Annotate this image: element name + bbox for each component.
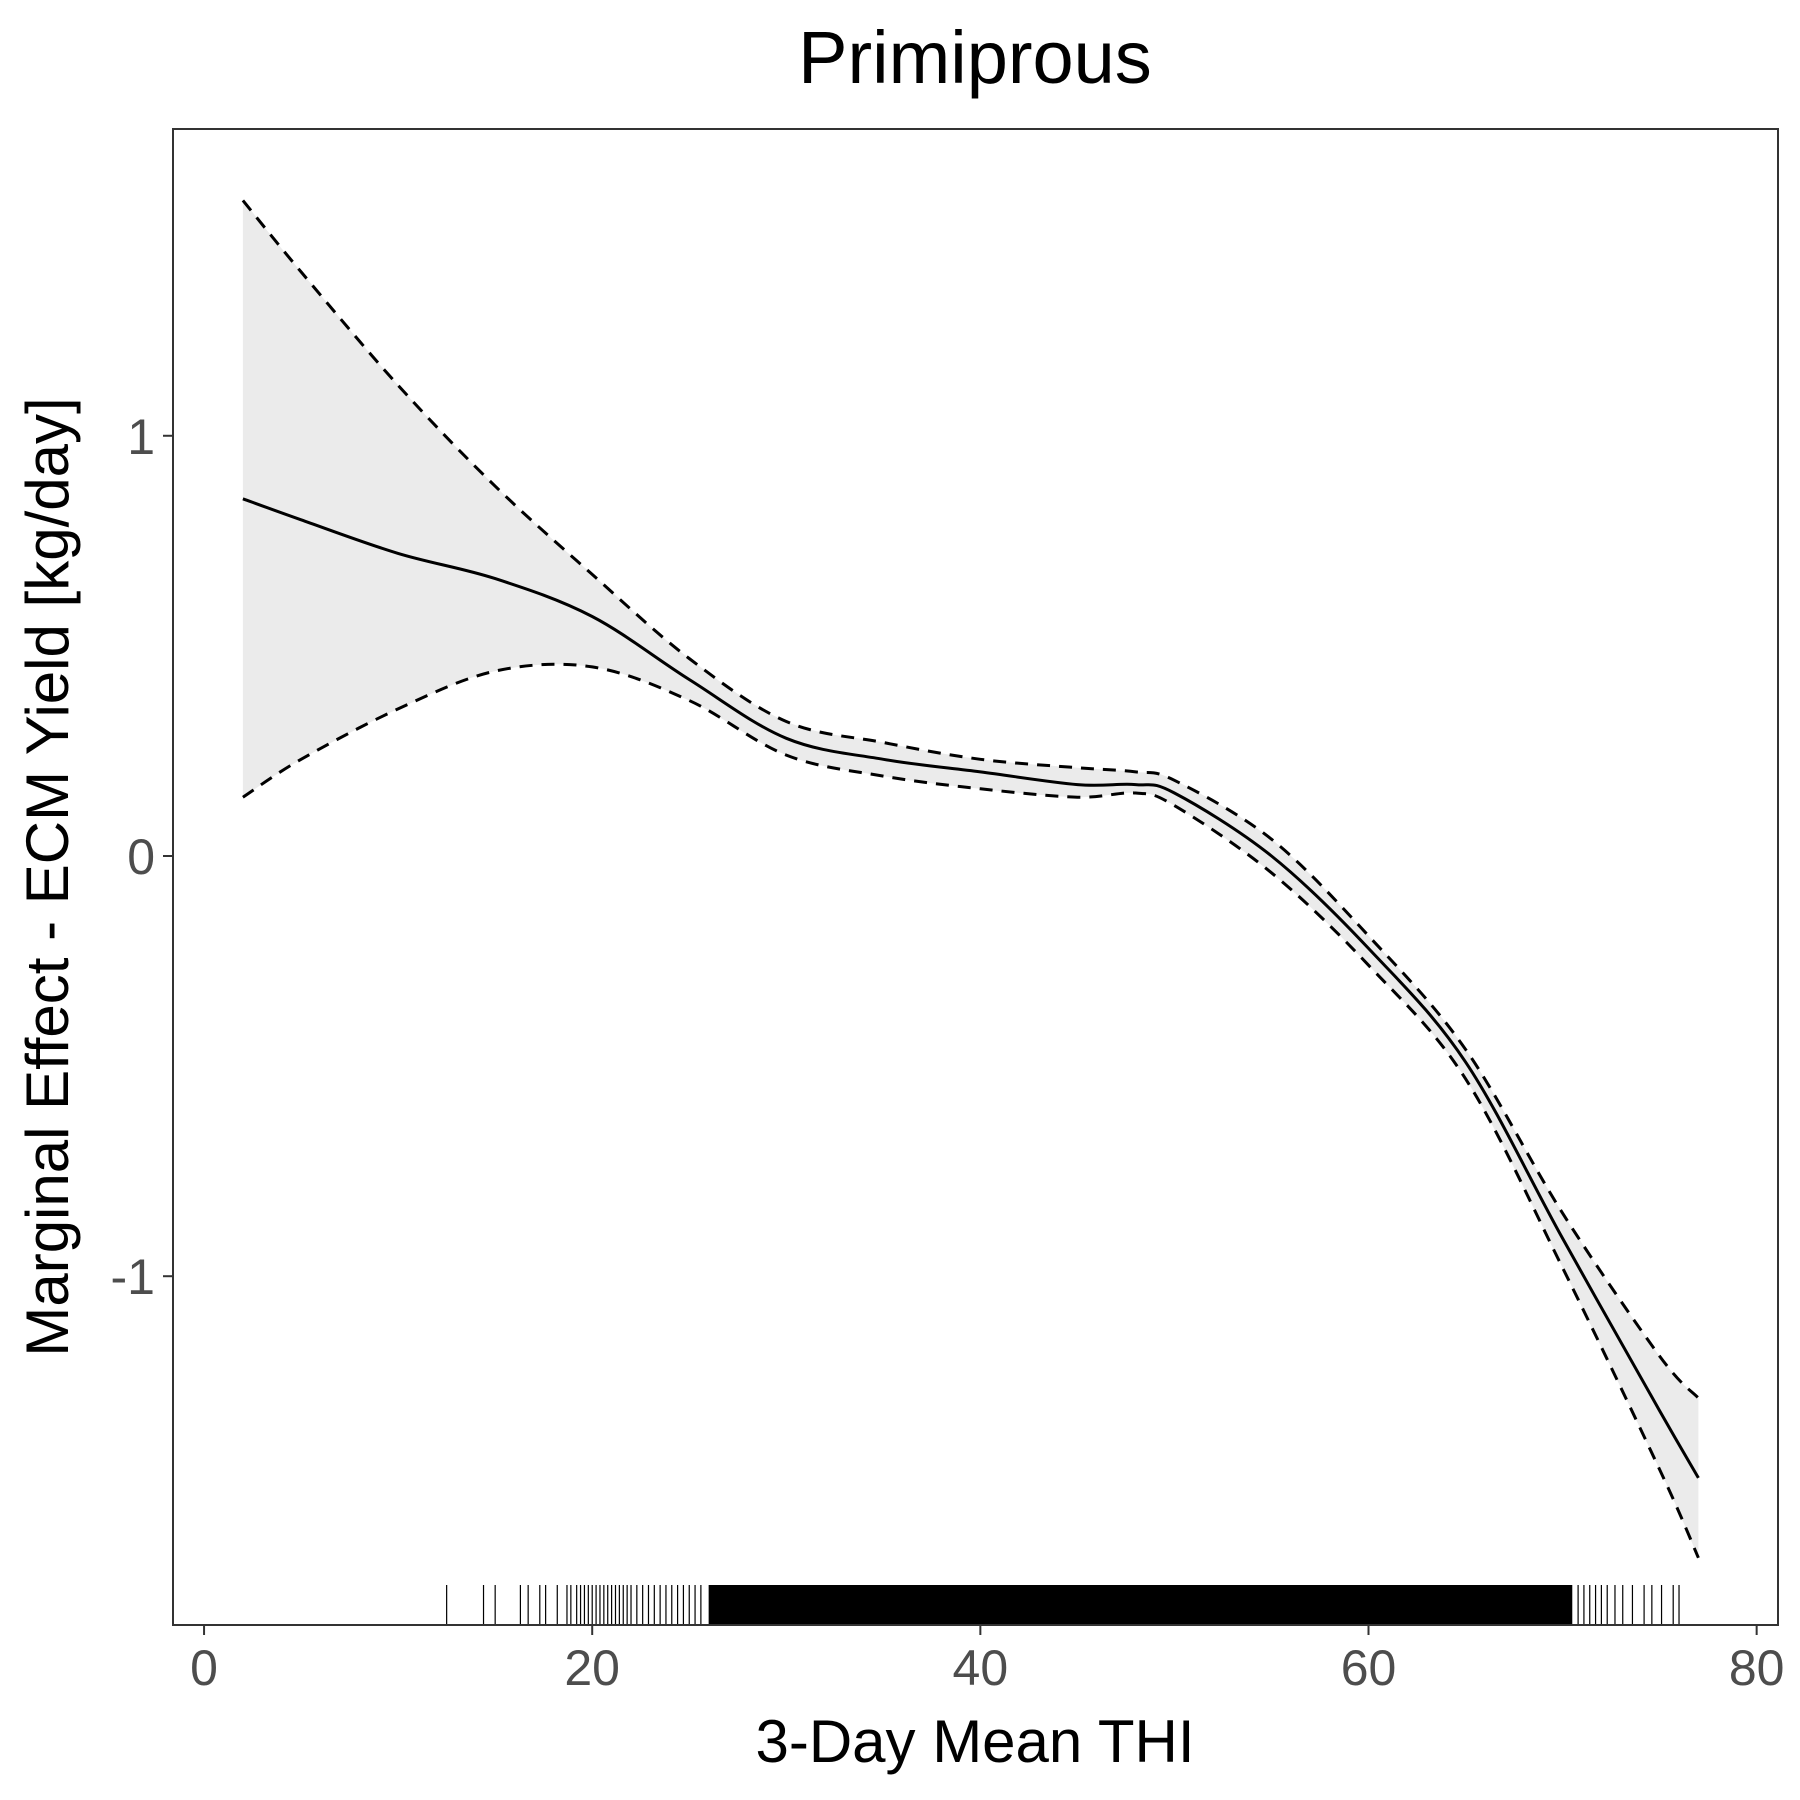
y-tick-label-1: 0 bbox=[127, 829, 155, 885]
chart-title: Primiprous bbox=[798, 16, 1152, 99]
x-tick-label-4: 80 bbox=[1729, 1640, 1785, 1696]
series-line-0 bbox=[242, 497, 1700, 1479]
y-axis-title: Marginal Effect - ECM Yield [kg/day] bbox=[14, 397, 81, 1356]
x-tick-label-3: 60 bbox=[1341, 1640, 1397, 1696]
upper-bound-line bbox=[241, 199, 1700, 1400]
x-tick-label-1: 20 bbox=[564, 1640, 620, 1696]
axes: 0 20 40 60 80 -1 0 1 bbox=[111, 409, 1785, 1696]
x-tick-label-2: 40 bbox=[953, 1640, 1009, 1696]
y-tick-label-0: -1 bbox=[111, 1249, 155, 1305]
rug-dense-block bbox=[708, 1585, 1573, 1625]
panel-border bbox=[172, 128, 1779, 1626]
lower-bound-line bbox=[242, 662, 1700, 1559]
x-tick-label-0: 0 bbox=[190, 1640, 218, 1696]
y-tick-label-2: 1 bbox=[127, 409, 155, 465]
plot-area bbox=[241, 199, 1700, 1625]
x-axis-title: 3-Day Mean THI bbox=[755, 1708, 1194, 1775]
